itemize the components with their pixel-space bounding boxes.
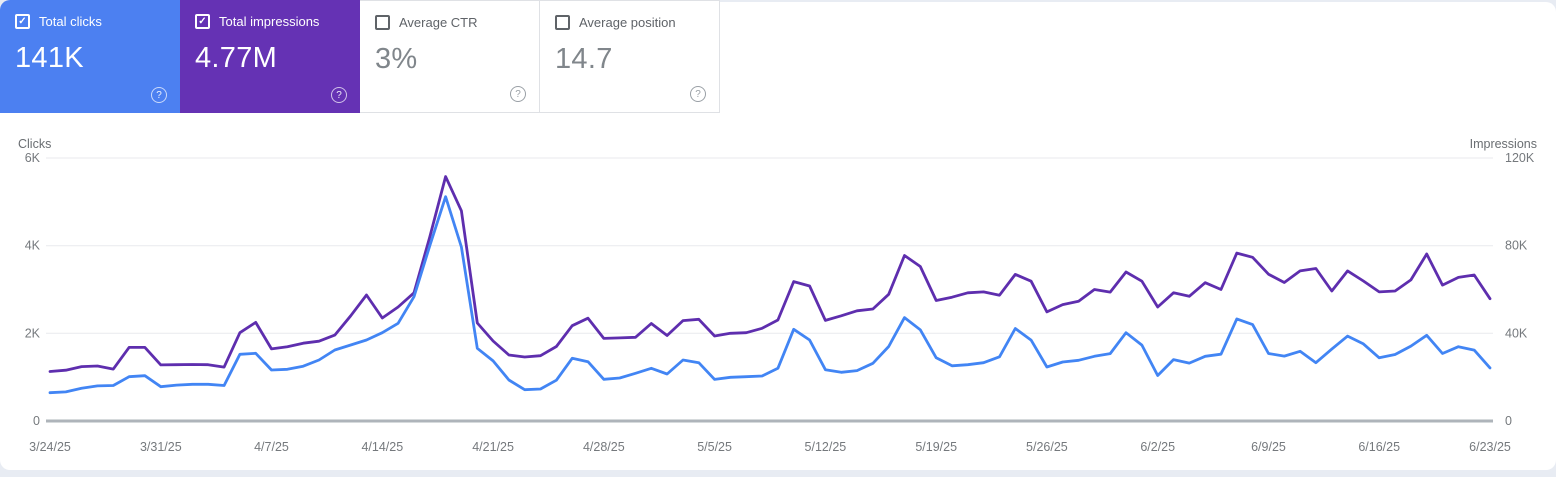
help-icon[interactable]: ? (331, 87, 347, 103)
x-tick-label: 6/2/25 (1140, 440, 1175, 454)
metric-label: Average CTR (399, 15, 478, 30)
y-right-tick: 0 (1505, 414, 1512, 428)
x-tick-label: 5/26/25 (1026, 440, 1068, 454)
y-right-tick: 120K (1505, 151, 1535, 165)
x-tick-label: 4/14/25 (361, 440, 403, 454)
y-left-tick: 2K (25, 326, 41, 340)
y-left-tick: 6K (25, 151, 41, 165)
x-tick-label: 6/23/25 (1469, 440, 1511, 454)
help-icon[interactable]: ? (690, 86, 706, 102)
x-tick-label: 4/21/25 (472, 440, 514, 454)
x-tick-label: 6/16/25 (1358, 440, 1400, 454)
metric-card-total-clicks[interactable]: ✓ Total clicks 141K? (0, 0, 180, 113)
metric-card-header: Average position (540, 1, 719, 30)
y-axis-right-title: Impressions (1469, 137, 1537, 151)
y-right-tick: 80K (1505, 239, 1528, 253)
x-tick-label: 5/19/25 (915, 440, 957, 454)
y-left-tick: 4K (25, 239, 41, 253)
average-ctr-checkbox[interactable] (375, 15, 390, 30)
metric-card-header: ✓ Total impressions (180, 0, 360, 29)
performance-chart[interactable]: 0 2K 4K 6K 0 40K 80K 120K 3/24/25 3/31/25 4/7/25 4/… (0, 130, 1556, 477)
metric-card-header: ✓ Total clicks (0, 0, 180, 29)
metric-card-average-ctr[interactable]: Average CTR 3%? (360, 0, 540, 113)
y-right-tick: 40K (1505, 326, 1528, 340)
total-clicks-checkbox[interactable]: ✓ (15, 14, 30, 29)
x-tick-label: 6/9/25 (1251, 440, 1286, 454)
metric-card-header: Average CTR (360, 1, 539, 30)
clicks-line (48, 195, 1492, 395)
x-tick-label: 4/28/25 (583, 440, 625, 454)
metric-label: Total clicks (39, 14, 102, 29)
metric-value: 141K (15, 42, 84, 74)
x-tick-label: 5/5/25 (697, 440, 732, 454)
y-axis-left-title: Clicks (18, 137, 52, 151)
x-tick-label: 4/7/25 (254, 440, 289, 454)
metric-label: Average position (579, 15, 676, 30)
summary-cards: ✓ Total clicks 141K? ✓ Total impressions 4.77… (0, 0, 720, 113)
metric-card-total-impressions[interactable]: ✓ Total impressions 4.77M? (180, 0, 360, 113)
metric-value: 4.77M (195, 42, 278, 74)
x-tick-label: 3/31/25 (140, 440, 182, 454)
metric-label: Total impressions (219, 14, 320, 29)
metric-card-average-position[interactable]: Average position 14.7? (540, 0, 720, 113)
metric-value: 3% (375, 43, 418, 75)
metric-value: 14.7 (555, 43, 613, 75)
x-tick-label: 5/12/25 (805, 440, 847, 454)
y-left-tick: 0 (33, 414, 40, 428)
total-impressions-checkbox[interactable]: ✓ (195, 14, 210, 29)
help-icon[interactable]: ? (510, 86, 526, 102)
help-icon[interactable]: ? (151, 87, 167, 103)
impressions-line (48, 175, 1492, 373)
x-tick-label: 3/24/25 (29, 440, 71, 454)
average-position-checkbox[interactable] (555, 15, 570, 30)
